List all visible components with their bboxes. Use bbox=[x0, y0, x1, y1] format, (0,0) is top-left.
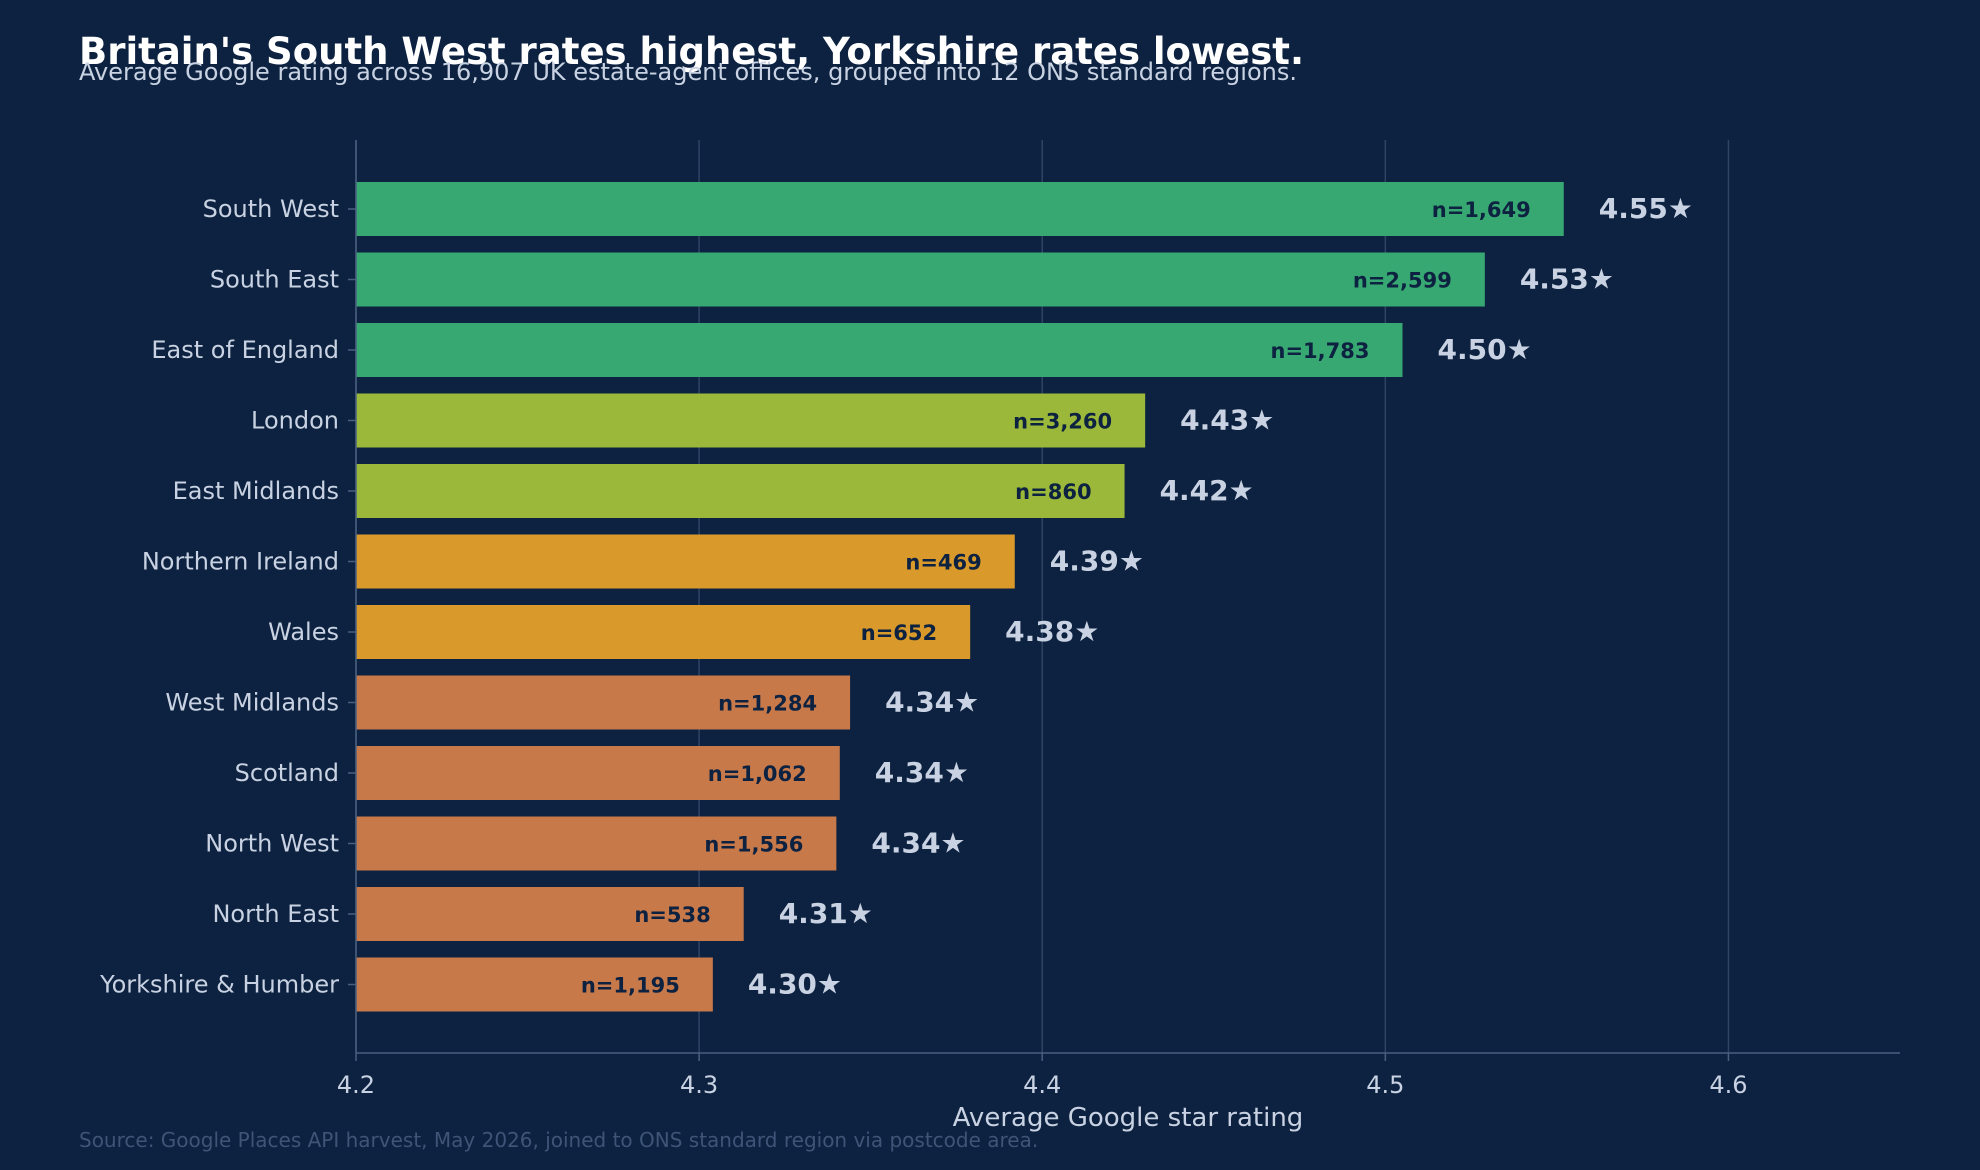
value-label: 4.50★ bbox=[1437, 333, 1531, 366]
bar bbox=[356, 252, 1485, 307]
axis-layer: 4.2 4.3 4.4 4.5 4.6 South West South East East … bbox=[99, 140, 1900, 1099]
category-label: East of England bbox=[151, 336, 339, 364]
count-label: n=469 bbox=[905, 551, 981, 575]
count-label: n=3,260 bbox=[1013, 410, 1112, 434]
count-label: n=1,284 bbox=[718, 692, 817, 716]
bar bbox=[356, 675, 851, 730]
bar bbox=[356, 887, 744, 941]
value-label: 4.39★ bbox=[1050, 545, 1144, 578]
category-label: Northern Ireland bbox=[142, 548, 339, 576]
bar bbox=[356, 534, 1015, 589]
bar bbox=[356, 393, 1146, 448]
bar bbox=[356, 464, 1125, 518]
value-label: 4.34★ bbox=[885, 686, 979, 719]
count-label: n=1,062 bbox=[708, 762, 807, 786]
bar bbox=[356, 182, 1564, 236]
category-label: North West bbox=[205, 830, 339, 858]
x-tick-label: 4.2 bbox=[337, 1071, 375, 1099]
value-label: 4.34★ bbox=[871, 827, 965, 860]
value-label: 4.53★ bbox=[1520, 263, 1614, 296]
count-label: n=1,556 bbox=[704, 833, 803, 857]
count-label: n=2,599 bbox=[1353, 269, 1452, 293]
category-label: Yorkshire & Humber bbox=[99, 971, 339, 999]
value-label: 4.31★ bbox=[779, 897, 873, 930]
bar bbox=[356, 816, 837, 871]
category-label: Scotland bbox=[235, 759, 339, 787]
category-label: North East bbox=[212, 900, 339, 928]
x-axis-title: Average Google star rating bbox=[953, 1103, 1304, 1133]
value-label: 4.30★ bbox=[748, 968, 842, 1001]
count-label: n=1,649 bbox=[1432, 198, 1531, 222]
count-label: n=652 bbox=[861, 621, 937, 645]
value-label: 4.42★ bbox=[1160, 474, 1254, 507]
value-label: 4.43★ bbox=[1180, 404, 1274, 437]
chart-subtitle: Average Google rating across 16,907 UK e… bbox=[79, 58, 1297, 86]
count-label: n=860 bbox=[1015, 480, 1091, 504]
x-tick-label: 4.3 bbox=[680, 1071, 718, 1099]
bar bbox=[356, 957, 713, 1012]
category-label: London bbox=[251, 407, 339, 435]
bar bbox=[356, 605, 971, 659]
x-tick-label: 4.4 bbox=[1023, 1071, 1061, 1099]
value-label: 4.55★ bbox=[1599, 192, 1693, 225]
category-label: South West bbox=[203, 195, 339, 223]
value-label: 4.34★ bbox=[875, 756, 969, 789]
category-label: Wales bbox=[268, 618, 339, 646]
category-label: West Midlands bbox=[165, 689, 339, 717]
category-label: East Midlands bbox=[173, 477, 339, 505]
source-note: Source: Google Places API harvest, May 2… bbox=[79, 1128, 1039, 1152]
count-label: n=1,195 bbox=[581, 974, 680, 998]
count-label: n=538 bbox=[634, 903, 710, 927]
category-label: South East bbox=[210, 266, 339, 294]
count-label: n=1,783 bbox=[1271, 339, 1370, 363]
x-tick-label: 4.6 bbox=[1709, 1071, 1747, 1099]
bar bbox=[356, 746, 840, 800]
chart-title: Britain's South West rates highest, York… bbox=[79, 30, 1305, 73]
bars-layer: n=1,649 4.55★ n=2,599 4.53★ n=1,783 4.50★ n=3,… bbox=[356, 182, 1693, 1012]
value-label: 4.38★ bbox=[1005, 615, 1099, 648]
bar bbox=[356, 323, 1403, 377]
x-tick-label: 4.5 bbox=[1366, 1071, 1404, 1099]
